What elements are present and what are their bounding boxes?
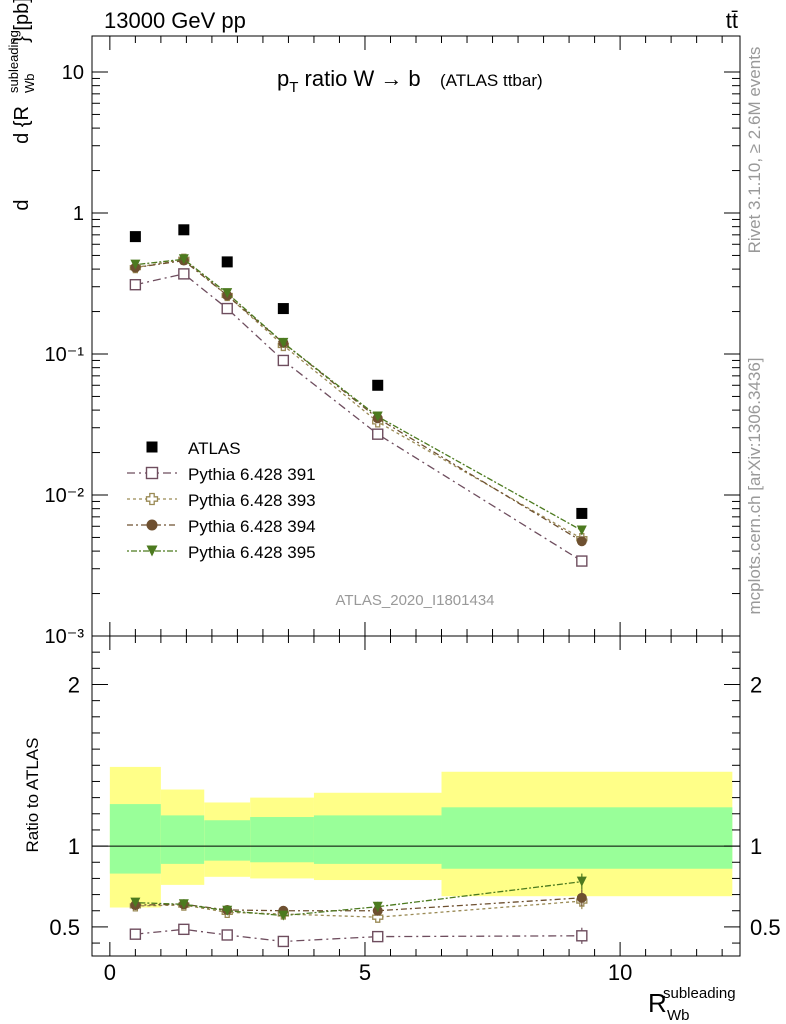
y-tick-label: 1	[68, 834, 80, 859]
y-tick-label-right: 2	[750, 672, 762, 697]
ratio-panel-marks	[129, 873, 588, 948]
ratio-y-axis-label: Ratio to ATLAS	[23, 738, 42, 853]
legend: ATLAS Pythia 6.428 391 Pythia 6.428 393 Pyt…	[127, 439, 316, 562]
green-band	[313, 815, 442, 864]
header-right-label: tt̄	[726, 8, 738, 33]
data-point	[372, 930, 384, 943]
data-point	[178, 268, 190, 280]
x-axis-label-sup: subleading	[663, 985, 736, 1002]
ratio-line	[135, 897, 582, 912]
header-left-label: 13000 GeV pp	[104, 8, 246, 33]
x-tick-label: 0	[104, 960, 116, 985]
data-point	[178, 254, 189, 265]
series-line	[135, 273, 583, 562]
data-point	[372, 901, 383, 912]
svg-text:d: d	[11, 199, 33, 210]
rivet-label: Rivet 3.1.10, ≥ 2.6M events	[745, 47, 764, 254]
y-tick-label-right: 0.5	[750, 915, 781, 940]
svg-text:Wb: Wb	[22, 74, 37, 94]
data-point	[277, 935, 290, 948]
green-band	[109, 804, 161, 874]
data-point	[221, 256, 233, 268]
svg-text:d {R: d {R	[11, 106, 33, 144]
x-axis-label: R	[648, 988, 667, 1018]
ratio-bands	[92, 766, 740, 908]
data-point	[221, 929, 233, 941]
data-point	[129, 928, 142, 940]
data-point	[278, 337, 289, 348]
plot-title: pT ratio W → b	[277, 66, 421, 96]
mcplots-label: mcplots.cern.ch [arXiv:1306.3436]	[745, 357, 764, 614]
y-tick-label: 0.5	[49, 915, 80, 940]
data-point	[372, 379, 384, 391]
data-point	[576, 930, 588, 942]
green-band	[441, 807, 733, 869]
x-axis-label-main: R	[648, 988, 667, 1018]
data-point	[129, 279, 142, 291]
legend-label: Pythia 6.428 393	[188, 491, 316, 510]
plot-title-small: (ATLAS ttbar)	[440, 71, 543, 90]
plot-title-rest: ratio W → b	[298, 66, 420, 91]
data-point	[222, 288, 233, 299]
data-point	[277, 303, 289, 315]
data-point	[277, 354, 290, 367]
green-band	[250, 817, 314, 863]
y-tick-label: 10⁻³	[45, 626, 85, 648]
data-point	[178, 224, 190, 236]
ratio-panel-axes: 0 5 10 0.5 0.5 1 1 2 2	[49, 635, 781, 985]
y-tick-label-right: 1	[750, 834, 762, 859]
data-point	[576, 555, 588, 567]
data-point	[146, 545, 158, 557]
green-band	[160, 815, 205, 864]
data-point	[145, 466, 159, 480]
green-band	[204, 820, 251, 861]
data-point	[178, 899, 189, 910]
ratio-panel: 0 5 10 0.5 0.5 1 1 2 2	[49, 635, 781, 985]
series-line	[135, 259, 583, 542]
data-point	[576, 525, 587, 536]
ratio-line	[135, 928, 582, 943]
main-panel-axes: 10⁻³ 10⁻² 10⁻¹ 1 10	[45, 35, 741, 648]
main-panel-marks: ATLAS Pythia 6.428 391 Pythia 6.428 393 Pyt…	[127, 224, 588, 567]
y-tick-label: 1	[73, 203, 84, 225]
svg-text:} [pb]: } [pb]	[11, 0, 33, 43]
data-point	[372, 428, 384, 440]
data-point	[222, 905, 233, 916]
legend-label: Pythia 6.428 395	[188, 543, 316, 562]
data-point	[129, 231, 141, 243]
data-point	[130, 259, 141, 270]
data-point	[278, 910, 289, 921]
data-point	[146, 519, 158, 531]
data-point	[221, 302, 233, 315]
legend-label: ATLAS	[188, 439, 241, 458]
data-point	[178, 923, 190, 936]
plot-title-sub: T	[289, 79, 298, 96]
main-y-axis-label: d d {R Wb subleading } [pb]	[6, 0, 37, 211]
main-panel: ATLAS Pythia 6.428 391 Pythia 6.428 393 Pyt…	[45, 35, 741, 648]
data-point	[372, 411, 383, 422]
data-point	[130, 897, 141, 908]
data-point	[576, 507, 588, 519]
svg-text:subleading: subleading	[6, 30, 21, 93]
legend-label: Pythia 6.428 391	[188, 465, 316, 484]
data-point	[576, 536, 587, 547]
x-axis-label-sub: Wb	[667, 1007, 690, 1024]
plot-title-p: p	[277, 66, 289, 91]
data-point	[145, 492, 159, 506]
legend-label: Pythia 6.428 394	[188, 517, 316, 536]
analysis-watermark: ATLAS_2020_I1801434	[335, 592, 494, 609]
x-tick-label: 5	[359, 960, 371, 985]
data-point	[576, 876, 587, 887]
x-tick-label: 10	[608, 960, 632, 985]
y-tick-label: 10⁻¹	[45, 344, 85, 366]
series-line	[135, 258, 583, 532]
data-point	[576, 892, 587, 903]
y-tick-label: 10	[62, 62, 84, 84]
ratio-line	[135, 881, 582, 917]
data-point	[146, 441, 158, 453]
y-tick-label: 10⁻²	[45, 485, 85, 507]
y-tick-label: 2	[68, 672, 80, 697]
